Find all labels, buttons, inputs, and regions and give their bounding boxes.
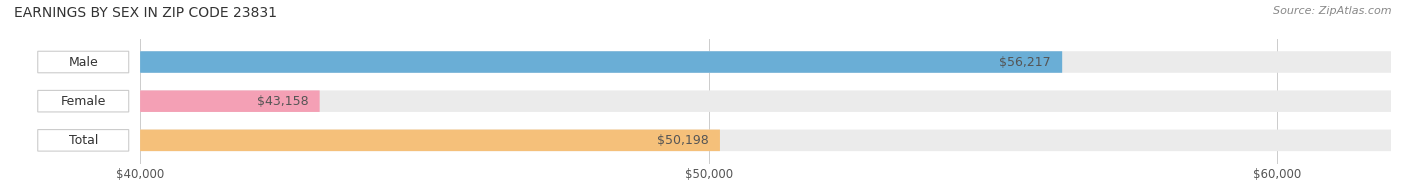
- Text: Female: Female: [60, 95, 105, 108]
- FancyBboxPatch shape: [141, 130, 1391, 151]
- Text: $50,198: $50,198: [657, 134, 709, 147]
- FancyBboxPatch shape: [141, 90, 319, 112]
- Text: Male: Male: [69, 55, 98, 69]
- FancyBboxPatch shape: [141, 51, 1062, 73]
- FancyBboxPatch shape: [141, 51, 1391, 73]
- Text: $43,158: $43,158: [257, 95, 308, 108]
- FancyBboxPatch shape: [38, 51, 129, 73]
- Text: EARNINGS BY SEX IN ZIP CODE 23831: EARNINGS BY SEX IN ZIP CODE 23831: [14, 6, 277, 20]
- FancyBboxPatch shape: [141, 90, 1391, 112]
- Text: $56,217: $56,217: [1000, 55, 1050, 69]
- FancyBboxPatch shape: [141, 130, 720, 151]
- Text: Total: Total: [69, 134, 98, 147]
- FancyBboxPatch shape: [38, 90, 129, 112]
- Text: Source: ZipAtlas.com: Source: ZipAtlas.com: [1274, 6, 1392, 16]
- FancyBboxPatch shape: [38, 130, 129, 151]
